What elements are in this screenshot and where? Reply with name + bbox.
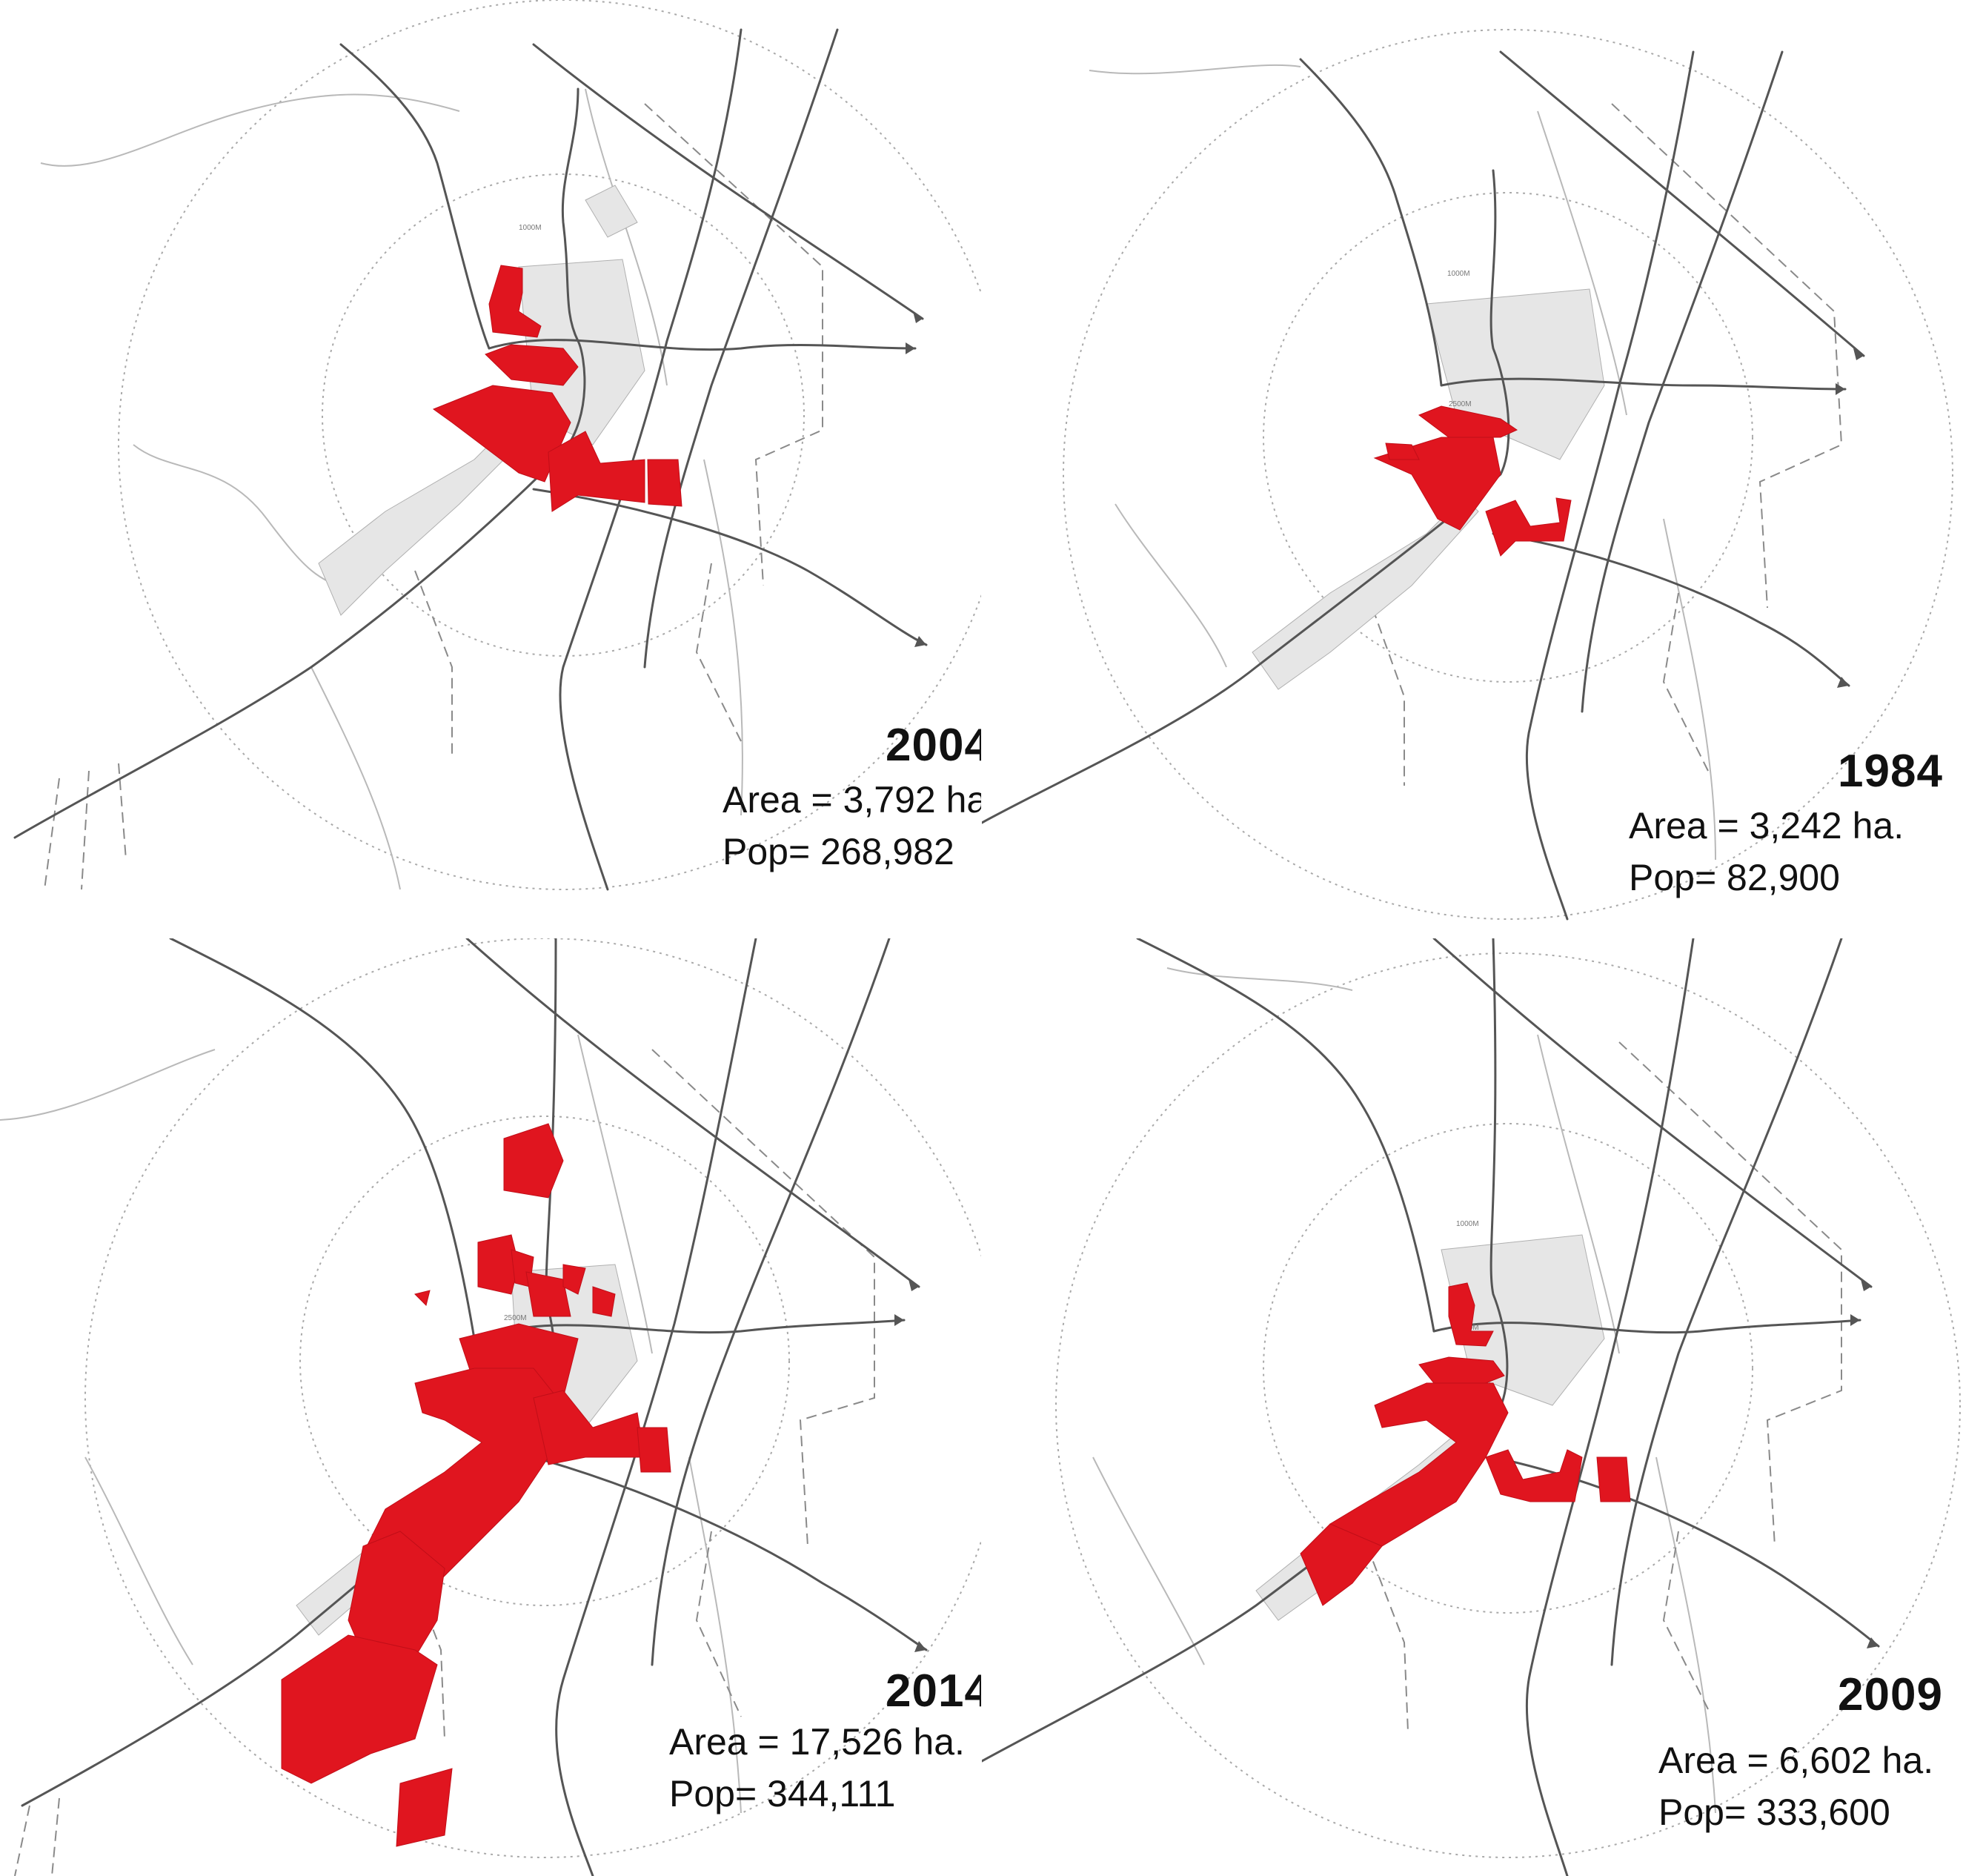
- district-boundaries: [44, 103, 823, 890]
- minor-roads: [0, 1034, 742, 1814]
- ring-label-1000m: 1000M: [519, 224, 542, 232]
- arrowheads: [1850, 1279, 1879, 1648]
- distance-rings: [118, 0, 981, 890]
- map-panel-2004: 1000M 2500M 2004 Area = 3,792 ha. Pop= 2…: [0, 0, 981, 938]
- population-label: Pop= 344,111: [669, 1773, 896, 1814]
- distance-rings: [1063, 29, 1953, 920]
- minor-roads: [1089, 64, 1716, 861]
- area-label: Area = 3,242 ha.: [1629, 805, 1904, 846]
- map-panel-2014: 1000M 2500M 2014 Area = 17,526 ha. Pop= …: [0, 938, 981, 1876]
- area-label: Area = 6,602 ha.: [1658, 1740, 1934, 1781]
- minor-roads: [1092, 967, 1716, 1814]
- year-label: 2014: [886, 1665, 981, 1717]
- map-2004: 1000M 2500M: [13, 0, 981, 891]
- year-label: 1984: [1838, 746, 1943, 797]
- distance-rings: [1055, 952, 1961, 1858]
- map-1984: 1000M 2500M: [982, 29, 1953, 921]
- urban-footprint-2009: [1300, 1282, 1631, 1606]
- arrowheads: [894, 1279, 926, 1652]
- district-boundaries: [1366, 1041, 1842, 1732]
- map-2014: 1000M 2500M: [0, 938, 981, 1876]
- arrowheads: [1836, 348, 1864, 688]
- map-2009: 1000M 2500M: [982, 938, 1961, 1876]
- population-label: Pop= 333,600: [1658, 1792, 1890, 1833]
- area-label: Area = 3,792 ha.: [723, 779, 981, 821]
- ring-label-1000m: 1000M: [1447, 270, 1470, 278]
- year-label: 2004: [886, 720, 981, 771]
- population-label: Pop= 268,982: [723, 831, 954, 872]
- year-label: 2009: [1838, 1669, 1943, 1720]
- main-roads: [982, 50, 1865, 921]
- distance-rings: [84, 938, 981, 1858]
- minor-roads: [40, 88, 743, 890]
- arrowheads: [906, 311, 926, 647]
- urban-footprint-2004: [432, 265, 682, 512]
- urban-footprint-2014: [281, 1123, 671, 1847]
- map-panel-2009: 1000M 2500M 2009 Area = 6,602 ha. Pop= 3…: [982, 938, 1963, 1876]
- district-boundaries: [1366, 103, 1843, 786]
- ring-label-2500m: 2500M: [504, 1314, 527, 1322]
- map-panel-1984: 1000M 2500M 1984 Area = 3,242 ha. Pop= 8…: [982, 0, 1963, 938]
- urban-footprint-1984: [1373, 405, 1572, 557]
- ring-label-2500m: 2500M: [1449, 400, 1472, 408]
- main-roads: [13, 28, 928, 891]
- ring-label-1000m: 1000M: [1456, 1220, 1479, 1228]
- population-label: Pop= 82,900: [1629, 857, 1840, 898]
- area-label: Area = 17,526 ha.: [669, 1721, 965, 1763]
